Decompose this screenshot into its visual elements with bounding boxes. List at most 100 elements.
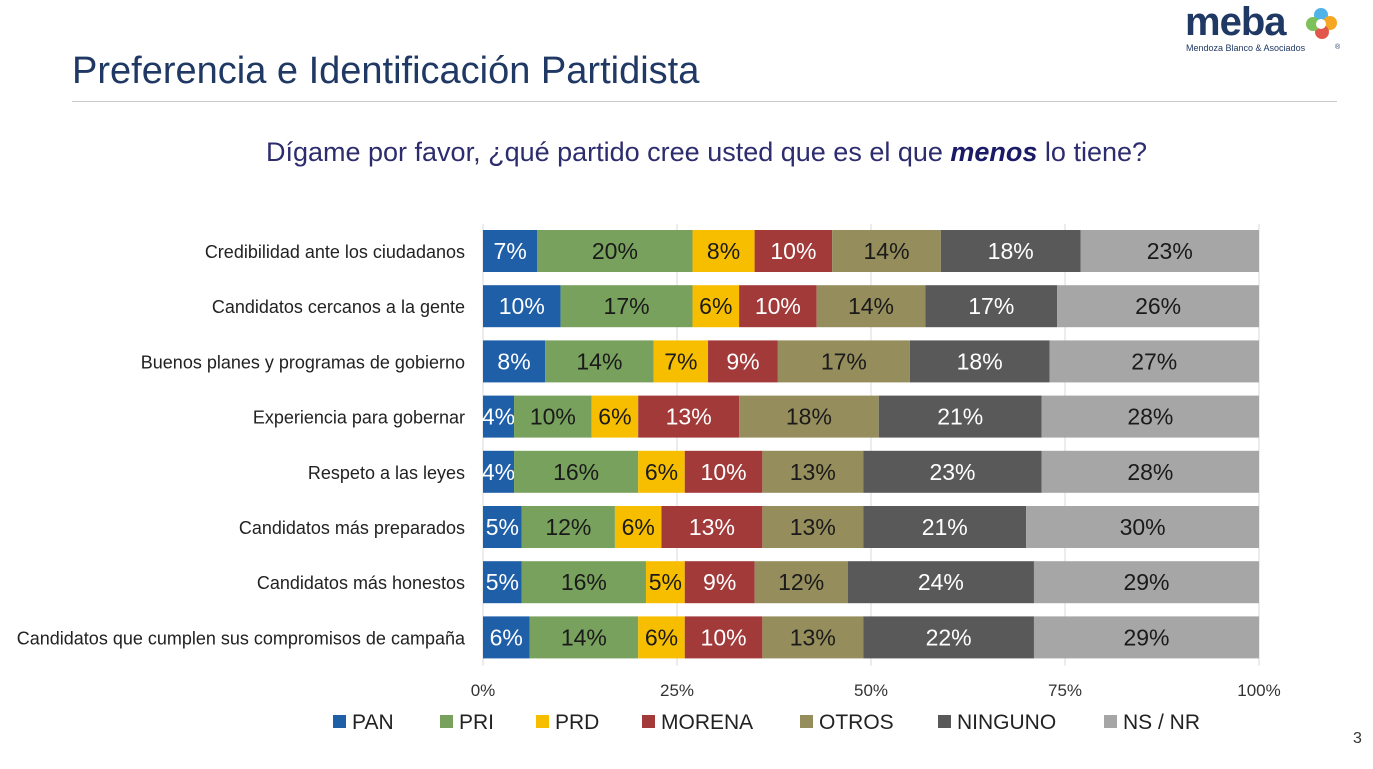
bar-segment-prd [692, 285, 740, 328]
bar-segment-morena [754, 230, 833, 272]
data-label: 6% [645, 624, 678, 650]
data-label: 4% [482, 459, 515, 485]
bar-segment-ns-nr [1033, 561, 1259, 604]
data-label: 20% [592, 238, 638, 264]
bar-segment-ninguno [863, 450, 1042, 493]
bar-segment-ns-nr [1057, 285, 1259, 328]
legend-label: OTROS [819, 711, 894, 734]
question-emphasis: menos [950, 137, 1038, 167]
data-label: 10% [701, 459, 747, 485]
bar-segment-prd [692, 230, 755, 272]
category-label: Candidatos que cumplen sus compromisos d… [17, 628, 466, 648]
data-label: 17% [604, 293, 650, 319]
bar-segment-ninguno [878, 395, 1042, 438]
x-tick-label: 100% [1237, 681, 1280, 700]
data-label: 6% [645, 459, 678, 485]
bar-segment-ns-nr [1080, 230, 1259, 272]
data-label: 12% [778, 569, 824, 595]
legend-swatch-pri [440, 715, 453, 728]
bar-segment-ninguno [940, 230, 1081, 272]
bar-segment-ninguno [863, 506, 1027, 548]
bar-segment-pan [483, 450, 515, 493]
bar-segment-otros [739, 395, 879, 438]
bar-segment-ninguno [863, 616, 1034, 659]
data-label: 16% [561, 569, 607, 595]
data-label: 8% [497, 348, 530, 374]
company-logo: meba Mendoza Blanco & Asociados ® [1183, 0, 1343, 56]
bar-segment-ns-nr [1033, 616, 1259, 659]
data-label: 18% [988, 238, 1034, 264]
bar-segment-morena [684, 561, 755, 604]
data-label: 10% [755, 293, 801, 319]
data-label: 6% [699, 293, 732, 319]
bar-segment-pri [545, 340, 654, 383]
title-divider [72, 101, 1337, 102]
data-label: 10% [530, 404, 576, 430]
bar-segment-morena [684, 450, 763, 493]
legend-swatch-morena [642, 715, 655, 728]
data-label: 27% [1131, 348, 1177, 374]
data-label: 30% [1120, 514, 1166, 540]
bar-segment-prd [638, 616, 685, 659]
bar-segment-pan [483, 506, 522, 548]
data-label: 10% [499, 293, 545, 319]
legend-swatch-prd [536, 715, 549, 728]
bar-segment-otros [762, 616, 864, 659]
bar-segment-prd [591, 395, 639, 438]
bar-segment-otros [832, 230, 941, 272]
bar-segment-morena [638, 395, 740, 438]
data-label: 24% [918, 569, 964, 595]
page-title: Preferencia e Identificación Partidista [72, 50, 700, 92]
bar-segment-pri [521, 561, 646, 604]
category-label: Candidatos más preparados [239, 518, 465, 538]
data-label: 8% [707, 238, 740, 264]
bar-segment-pan [483, 395, 515, 438]
data-label: 29% [1123, 624, 1169, 650]
data-label: 29% [1123, 569, 1169, 595]
bar-segment-ns-nr [1026, 506, 1259, 548]
data-label: 5% [649, 569, 682, 595]
legend-label: MORENA [661, 711, 753, 734]
data-label: 17% [968, 293, 1014, 319]
data-label: 9% [726, 348, 759, 374]
x-tick-label: 0% [471, 681, 496, 700]
data-label: 14% [561, 624, 607, 650]
data-label: 21% [937, 404, 983, 430]
bar-segment-prd [614, 506, 662, 548]
bar-segment-otros [762, 506, 864, 548]
bar-segment-otros [816, 285, 926, 328]
data-label: 7% [664, 348, 697, 374]
bar-segment-morena [661, 506, 763, 548]
data-label: 14% [848, 293, 894, 319]
data-label: 23% [929, 459, 975, 485]
logo-flower-icon [1306, 8, 1337, 39]
bar-segment-pan [483, 616, 530, 659]
legend-label: PRI [459, 711, 494, 734]
data-label: 13% [790, 514, 836, 540]
bar-segment-prd [653, 340, 709, 383]
bar-segment-pri [521, 506, 615, 548]
data-label: 28% [1127, 459, 1173, 485]
bar-segment-ninguno [909, 340, 1050, 383]
data-label: 5% [486, 514, 519, 540]
bar-segment-pri [514, 450, 639, 493]
data-label: 6% [598, 404, 631, 430]
bar-segment-pan [483, 285, 561, 328]
data-label: 13% [666, 404, 712, 430]
category-label: Candidatos cercanos a la gente [212, 297, 465, 317]
legend-label: PRD [555, 711, 599, 734]
data-label: 21% [922, 514, 968, 540]
category-label: Respeto a las leyes [308, 463, 465, 483]
data-label: 26% [1135, 293, 1181, 319]
registered-mark: ® [1335, 44, 1341, 51]
data-label: 6% [622, 514, 655, 540]
bar-segment-ns-nr [1041, 395, 1259, 438]
x-tick-label: 75% [1048, 681, 1082, 700]
category-label: Candidatos más honestos [257, 573, 465, 593]
legend-swatch-ns-nr [1104, 715, 1117, 728]
bar-segment-morena [708, 340, 778, 383]
legend-swatch-ninguno [938, 715, 951, 728]
bar-segment-pri [560, 285, 693, 328]
bar-segment-otros [762, 450, 864, 493]
